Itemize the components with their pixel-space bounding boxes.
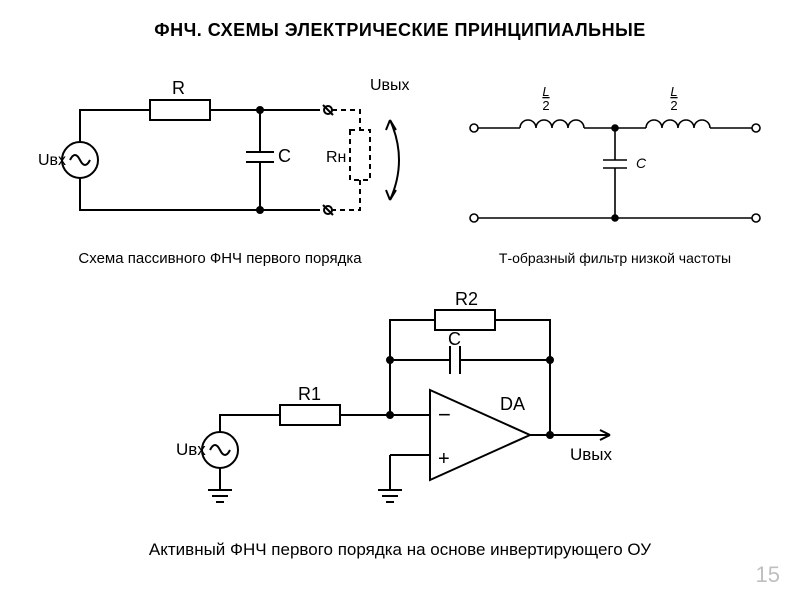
circuit-passive-rc: Uвх R C Rн Uвых xyxy=(30,70,410,250)
opamp-minus: − xyxy=(438,402,451,427)
caption-active: Активный ФНЧ первого порядка на основе и… xyxy=(90,540,710,560)
label-da: DA xyxy=(500,394,525,414)
circuit-t-filter: L 2 L 2 C xyxy=(460,78,770,248)
label-r: R xyxy=(172,78,185,98)
label-l1: L xyxy=(542,84,549,99)
label-c: C xyxy=(278,146,291,166)
label-r1: R1 xyxy=(298,384,321,404)
caption-tfilter: Т-образный фильтр низкой частоты xyxy=(460,250,770,266)
label-uin: Uвх xyxy=(38,152,66,169)
opamp-plus: + xyxy=(438,448,450,470)
label-uout: Uвых xyxy=(370,77,410,94)
page-number: 15 xyxy=(756,562,780,588)
label-uout-a: Uвых xyxy=(570,445,613,464)
circuit-active-opamp: Uвх R1 R2 C DA Uвых − + xyxy=(150,290,670,530)
label-l2: L xyxy=(670,84,677,99)
label-c-t: C xyxy=(636,155,647,171)
label-r2: R2 xyxy=(455,290,478,309)
label-uin-a: Uвх xyxy=(176,440,206,459)
page-title: ФНЧ. СХЕМЫ ЭЛЕКТРИЧЕСКИЕ ПРИНЦИПИАЛЬНЫЕ xyxy=(0,0,800,41)
label-l1-den: 2 xyxy=(542,98,549,113)
label-c-a: C xyxy=(448,329,461,349)
label-l2-den: 2 xyxy=(670,98,677,113)
caption-passive: Схема пассивного ФНЧ первого порядка xyxy=(30,250,410,267)
label-rload: Rн xyxy=(326,149,346,166)
